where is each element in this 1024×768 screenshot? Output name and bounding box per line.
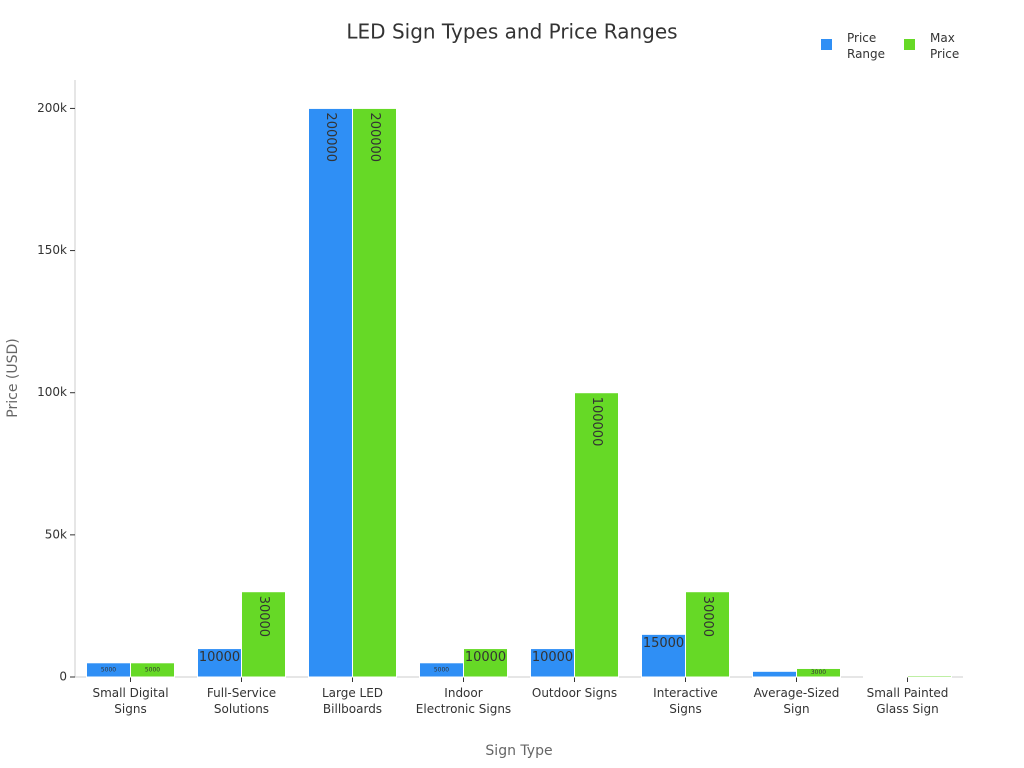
- data-label: 5000: [145, 666, 160, 673]
- x-tick-label: Large LED Billboards: [321, 686, 384, 716]
- x-tick-label: Interactive Signs: [653, 686, 718, 716]
- data-label: 10000: [532, 650, 573, 665]
- x-tick-label: Small Painted Glass Sign: [866, 686, 949, 716]
- y-tick-label: 50k: [45, 527, 67, 541]
- legend-swatch: [821, 39, 832, 50]
- data-label: 15000: [643, 636, 684, 651]
- legend-label: Price Range: [847, 31, 886, 61]
- legend-swatch: [904, 39, 915, 50]
- x-tick-label: Outdoor Signs: [531, 686, 618, 700]
- chart-title: LED Sign Types and Price Ranges: [346, 20, 677, 44]
- bar: [197, 648, 242, 678]
- bar: [752, 670, 797, 678]
- bar: [463, 648, 508, 678]
- y-axis-label: Price (USD): [5, 338, 21, 417]
- bar: [530, 648, 575, 678]
- bar: [352, 107, 397, 678]
- y-tick-label: 100k: [37, 385, 67, 399]
- data-label: 30000: [700, 596, 715, 637]
- bar: [907, 675, 952, 678]
- y-tick-label: 0: [59, 670, 67, 684]
- bar: [574, 392, 619, 678]
- data-label: 10000: [465, 650, 506, 665]
- bar: [863, 675, 908, 678]
- x-tick-label: Full-Service Solutions: [206, 686, 277, 716]
- data-label: 200000: [323, 112, 338, 162]
- x-axis-label: Sign Type: [485, 743, 552, 759]
- data-label: 5000: [434, 666, 449, 673]
- bar: [685, 591, 730, 678]
- x-tick-label: Average-Sized Sign: [753, 686, 840, 716]
- bar: [130, 662, 175, 678]
- data-label: 200000: [367, 112, 382, 162]
- data-label: 5000: [101, 666, 116, 673]
- data-label: 10000: [199, 650, 240, 665]
- bar: [641, 633, 686, 678]
- x-tick-label: Small Digital Signs: [92, 686, 169, 716]
- bar: [308, 107, 353, 678]
- data-label: 100000: [589, 397, 604, 447]
- x-tick-label: Indoor Electronic Signs: [415, 686, 512, 716]
- y-tick-label: 200k: [37, 101, 67, 115]
- legend-label: Max Price: [930, 31, 960, 61]
- data-label: 30000: [256, 596, 271, 637]
- bar: [796, 667, 841, 678]
- data-label: 3000: [811, 669, 826, 676]
- y-tick-label: 150k: [37, 243, 67, 257]
- bar: [241, 591, 286, 678]
